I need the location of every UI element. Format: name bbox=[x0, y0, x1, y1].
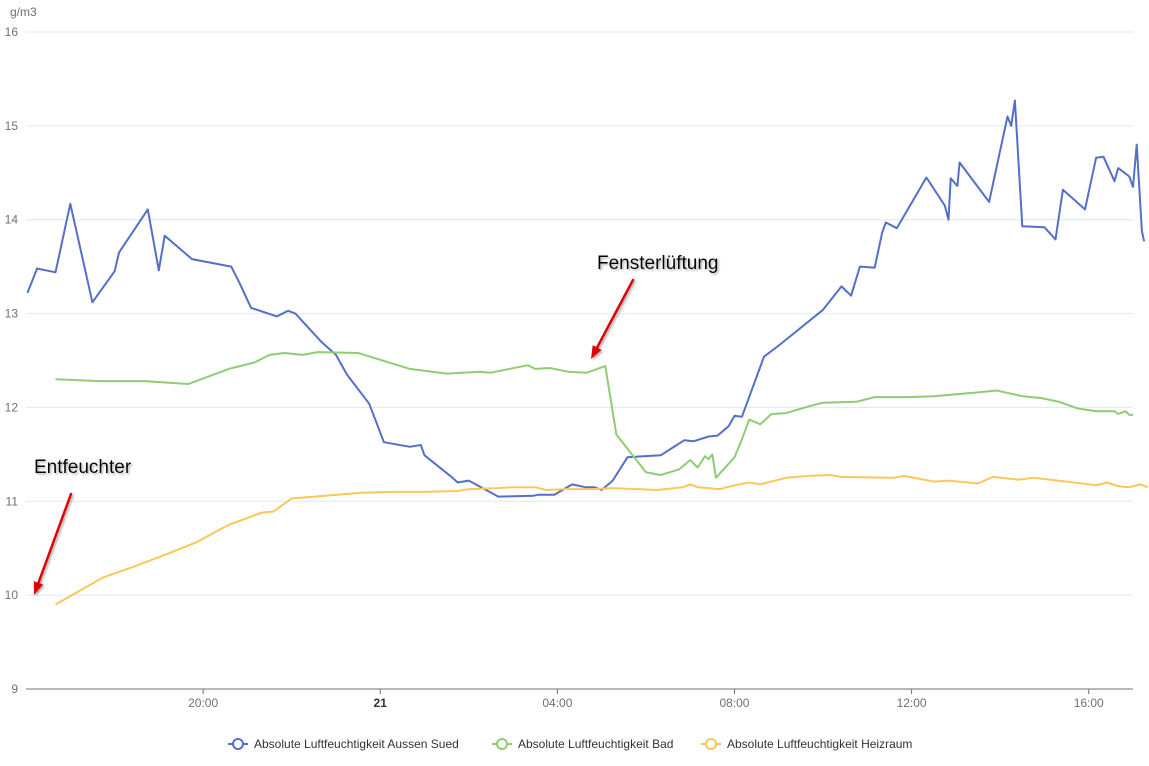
x-tick-label: 21 bbox=[374, 696, 388, 710]
legend-circle-icon bbox=[232, 738, 244, 750]
legend-label: Absolute Luftfeuchtigkeit Aussen Sued bbox=[254, 737, 459, 751]
legend-item-3[interactable]: Absolute Luftfeuchtigkeit Heizraum bbox=[701, 737, 912, 751]
series-line-2[interactable] bbox=[55, 351, 1134, 479]
annotation-label: Fensterlüftung bbox=[597, 253, 718, 274]
annotation-label: Entfeuchter bbox=[34, 457, 132, 478]
annotation-arrow bbox=[591, 278, 635, 359]
y-tick-label: 15 bbox=[5, 119, 19, 133]
y-tick-label: 14 bbox=[5, 213, 19, 227]
series-lines bbox=[26, 99, 1149, 606]
x-axis: 20:00 21 04:00 08:00 12:00 16:00 bbox=[26, 688, 1133, 710]
x-tick-label: 12:00 bbox=[897, 696, 927, 710]
legend-label: Absolute Luftfeuchtigkeit Heizraum bbox=[727, 737, 912, 751]
y-axis: 9 10 11 12 13 14 15 16 bbox=[5, 25, 19, 696]
y-tick-label: 13 bbox=[5, 307, 19, 321]
gridlines bbox=[26, 31, 1133, 690]
legend-circle-icon bbox=[496, 738, 508, 750]
y-tick-label: 9 bbox=[11, 682, 18, 696]
x-tick-label: 16:00 bbox=[1074, 696, 1104, 710]
legend[interactable]: Absolute Luftfeuchtigkeit Aussen Sued Abs… bbox=[228, 737, 912, 751]
series-line-3[interactable] bbox=[55, 474, 1149, 606]
x-tick-label: 20:00 bbox=[188, 696, 218, 710]
y-tick-label: 11 bbox=[6, 494, 19, 508]
legend-item-1[interactable]: Absolute Luftfeuchtigkeit Aussen Sued bbox=[228, 737, 459, 751]
legend-item-2[interactable]: Absolute Luftfeuchtigkeit Bad bbox=[492, 737, 673, 751]
x-tick-label: 04:00 bbox=[542, 696, 572, 710]
y-tick-label: 10 bbox=[5, 588, 19, 602]
series-line-1[interactable] bbox=[26, 99, 1146, 498]
x-tick-label: 08:00 bbox=[719, 696, 749, 710]
y-tick-label: 16 bbox=[5, 25, 19, 39]
legend-label: Absolute Luftfeuchtigkeit Bad bbox=[518, 737, 673, 751]
y-tick-label: 12 bbox=[5, 400, 19, 414]
annotation-arrow bbox=[33, 492, 73, 595]
legend-circle-icon bbox=[705, 738, 717, 750]
annotations: Entfeuchter Fensterlüftung bbox=[33, 253, 718, 595]
y-axis-unit-label: g/m3 bbox=[10, 5, 37, 19]
